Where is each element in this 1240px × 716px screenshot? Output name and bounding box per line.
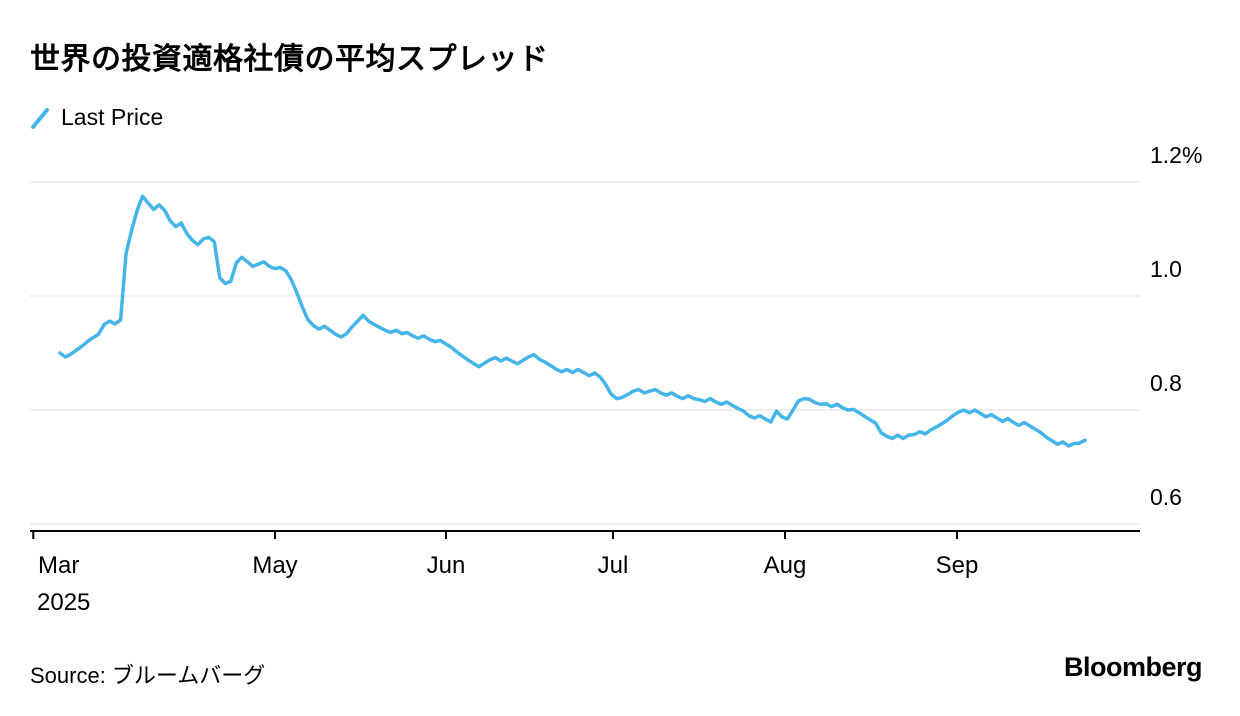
x-axis-label: Sep — [935, 552, 979, 579]
price-line — [58, 194, 1087, 448]
x-axis-label: Jun — [426, 552, 466, 579]
legend-line-marker-icon — [30, 105, 52, 131]
chart-title: 世界の投資適格社債の平均スプレッド — [30, 43, 549, 76]
x-axis-year-label: 2025 — [37, 589, 91, 616]
legend-label: Last Price — [61, 104, 164, 130]
y-axis-label: 1.0 — [1150, 256, 1182, 282]
y-axis-label: 0.8 — [1150, 370, 1182, 396]
legend: Last Price — [30, 104, 163, 131]
y-axis-label: 0.6 — [1150, 484, 1182, 510]
source-note: Source: ブルームバーグ — [30, 663, 266, 688]
y-axis-label: 1.2% — [1150, 142, 1203, 168]
x-axis-label: Jul — [597, 552, 629, 579]
x-axis-label: May — [252, 552, 298, 579]
x-axis-label: Mar — [38, 552, 80, 579]
x-axis-label: Aug — [763, 552, 807, 579]
bloomberg-logo: Bloomberg — [1063, 652, 1203, 682]
